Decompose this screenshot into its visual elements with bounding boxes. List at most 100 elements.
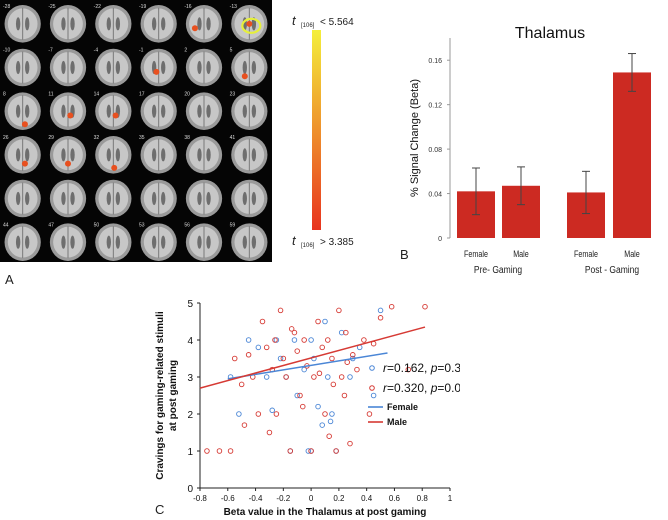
brain-ventricle	[25, 148, 30, 162]
scatter-point-male	[287, 448, 294, 454]
scatter-x-tick-label: 0.2	[333, 494, 345, 503]
brain-ventricle	[61, 235, 66, 249]
group-label-post: Post - Gaming	[585, 264, 639, 275]
scatter-point-male	[338, 374, 345, 380]
brain-ventricle	[25, 17, 30, 31]
scatter-x-tick-label: -0.6	[221, 494, 235, 503]
slice-number: -25	[48, 4, 55, 10]
brain-ventricle	[115, 191, 121, 206]
slice-number: -10	[3, 48, 10, 54]
scatter-x-tick-label: -0.4	[249, 494, 263, 503]
scatter-point-male	[272, 337, 278, 343]
brain-ventricle	[61, 104, 66, 118]
brain-ventricle	[251, 104, 257, 118]
scatter-point-male	[255, 411, 262, 417]
brain-ventricle	[161, 17, 166, 31]
activation-blob	[241, 73, 248, 80]
brain-ventricle	[15, 191, 21, 206]
scatter-point-male	[308, 448, 314, 454]
slice-number: -16	[184, 4, 191, 10]
scatter-point-male	[366, 411, 373, 417]
brain-ventricle	[15, 104, 21, 118]
slice-number: 41	[230, 135, 236, 141]
scatter-point-male	[291, 329, 298, 336]
brain-ventricle	[115, 60, 121, 75]
brain-ventricle	[15, 17, 21, 31]
brain-slices-svg: -28 -25 -22 -19 -16 -13 -10 -7 -4 -1 2 5 8 11 14 17 20 23…	[3, 4, 268, 261]
brain-ventricle	[70, 148, 75, 162]
slice-number: 59	[230, 222, 236, 228]
brain-ventricle	[25, 104, 30, 118]
stats-r-value: =0.162,	[387, 361, 431, 375]
bar-chart-title: Thalamus	[515, 25, 585, 42]
scatter-point-male	[238, 381, 245, 388]
brain-ventricle	[151, 148, 157, 162]
legend-marker-male	[369, 385, 375, 391]
bar-y-tick-label: 0.12	[428, 103, 442, 110]
brain-ventricle	[206, 235, 211, 249]
brain-ventricle	[115, 148, 121, 162]
bar-category-label: Female	[574, 249, 598, 259]
slice-number: 35	[139, 135, 145, 141]
scatter-point-male	[259, 318, 266, 325]
brain-ventricle	[161, 104, 166, 118]
panel-label-c: C	[155, 502, 165, 517]
bar-y-tick-label: 0.08	[428, 147, 442, 154]
brain-ventricle	[206, 60, 211, 75]
scatter-point-female	[305, 448, 312, 454]
fit-line-female	[227, 352, 388, 380]
bar-3	[613, 72, 651, 238]
thalamus-highlight-ring	[241, 17, 262, 34]
brain-ventricle	[206, 191, 211, 206]
scatter-point-male	[263, 344, 270, 351]
slice-number: 44	[3, 222, 9, 228]
brain-ventricle	[161, 60, 166, 75]
brain-ventricle	[242, 148, 247, 162]
slice-number: -19	[139, 4, 146, 10]
brain-ventricle	[106, 17, 111, 31]
panel-label-a: A	[5, 272, 14, 287]
activation-blob	[191, 25, 198, 32]
scatter-y-tick-label: 1	[187, 447, 193, 458]
scatter-point-male	[341, 392, 348, 399]
activation-blob	[67, 112, 74, 119]
colorbar-bottom-df: [106]	[301, 243, 315, 249]
brain-ventricle	[15, 60, 21, 75]
brain-ventricle	[115, 17, 121, 31]
legend-label-female: Female	[387, 402, 418, 412]
slice-number: 29	[48, 135, 54, 141]
brain-ventricle	[61, 60, 66, 75]
brain-ventricle	[197, 104, 202, 118]
scatter-point-female	[255, 344, 262, 351]
colorbar-bottom-value: > 3.385	[320, 237, 354, 248]
brain-ventricle	[70, 60, 75, 75]
colorbar-top-df: [106]	[301, 23, 315, 29]
slice-number: 20	[184, 91, 190, 97]
slice-number: -1	[139, 48, 144, 54]
bar-chart-ylabel: % Signal Change (Beta)	[409, 79, 421, 197]
scatter-y-tick-label: 2	[187, 410, 193, 421]
brain-ventricle	[242, 104, 247, 118]
brain-ventricle	[70, 235, 75, 249]
brain-ventricle	[161, 148, 166, 162]
scatter-point-female	[322, 318, 328, 325]
slice-number: 50	[94, 222, 100, 228]
scatter-point-male	[301, 337, 307, 343]
slice-number: -13	[230, 4, 237, 10]
brain-ventricle	[70, 191, 75, 206]
scatter-x-tick-label: 0.6	[389, 494, 401, 503]
scatter-point-male	[326, 433, 332, 439]
scatter-ylabel-line1: Cravings for gaming-related stimuli	[155, 311, 166, 480]
scatter-point-male	[280, 355, 287, 362]
slice-number: 26	[3, 135, 9, 141]
bar-category-label: Male	[513, 249, 529, 259]
scatter-point-male	[231, 355, 238, 362]
slice-number: 14	[94, 91, 100, 97]
slice-number: -22	[94, 4, 101, 10]
fit-line-male	[199, 326, 426, 389]
scatter-x-tick-label: 1	[448, 494, 453, 503]
scatter-point-male	[388, 303, 395, 310]
activation-blob	[21, 160, 28, 167]
activation-blob	[65, 160, 71, 167]
brain-ventricle	[106, 148, 111, 162]
